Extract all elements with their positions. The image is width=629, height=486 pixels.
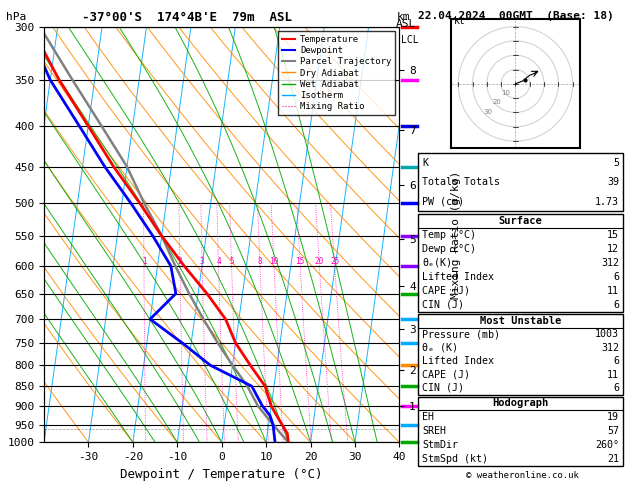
Text: Lifted Index: Lifted Index: [422, 356, 494, 366]
Text: ASL: ASL: [396, 19, 416, 30]
Text: Temp (°C): Temp (°C): [422, 230, 476, 240]
Text: kt: kt: [454, 16, 465, 26]
Text: 19: 19: [607, 412, 619, 422]
Text: 4: 4: [216, 257, 221, 266]
Text: 1.73: 1.73: [595, 197, 619, 207]
Text: 3: 3: [200, 257, 204, 266]
Text: PW (cm): PW (cm): [422, 197, 464, 207]
Text: 25: 25: [330, 257, 339, 266]
Text: 12: 12: [607, 244, 619, 254]
Text: 6: 6: [613, 272, 619, 282]
Text: 312: 312: [601, 343, 619, 353]
Text: 6: 6: [613, 383, 619, 393]
Text: LCL: LCL: [401, 35, 419, 45]
Text: Totals Totals: Totals Totals: [422, 177, 500, 187]
Text: km: km: [396, 12, 409, 22]
Legend: Temperature, Dewpoint, Parcel Trajectory, Dry Adiabat, Wet Adiabat, Isotherm, Mi: Temperature, Dewpoint, Parcel Trajectory…: [278, 31, 395, 115]
Text: 8: 8: [258, 257, 262, 266]
Text: 15: 15: [296, 257, 305, 266]
Text: 10: 10: [502, 90, 511, 96]
Text: 1: 1: [142, 257, 147, 266]
Text: 6: 6: [613, 356, 619, 366]
Text: 11: 11: [607, 369, 619, 380]
Text: -37°00'S  174°4B'E  79m  ASL: -37°00'S 174°4B'E 79m ASL: [82, 11, 292, 24]
Text: 20: 20: [314, 257, 324, 266]
Text: 260°: 260°: [595, 440, 619, 450]
Text: Hodograph: Hodograph: [493, 399, 548, 408]
Text: 5: 5: [613, 158, 619, 168]
Text: CIN (J): CIN (J): [422, 300, 464, 310]
Text: © weatheronline.co.uk: © weatheronline.co.uk: [465, 471, 579, 480]
Text: 21: 21: [607, 454, 619, 464]
Text: 30: 30: [483, 109, 492, 115]
Text: CIN (J): CIN (J): [422, 383, 464, 393]
Text: 2: 2: [177, 257, 182, 266]
Text: Lifted Index: Lifted Index: [422, 272, 494, 282]
Text: StmSpd (kt): StmSpd (kt): [422, 454, 488, 464]
Text: 57: 57: [607, 426, 619, 436]
Text: SREH: SREH: [422, 426, 446, 436]
Text: StmDir: StmDir: [422, 440, 458, 450]
Text: 11: 11: [607, 286, 619, 296]
Text: 15: 15: [607, 230, 619, 240]
Text: 10: 10: [269, 257, 279, 266]
Text: θₑ (K): θₑ (K): [422, 343, 458, 353]
Text: EH: EH: [422, 412, 434, 422]
X-axis label: Dewpoint / Temperature (°C): Dewpoint / Temperature (°C): [121, 468, 323, 481]
Text: Pressure (mb): Pressure (mb): [422, 330, 500, 340]
Y-axis label: Mixing Ratio (g/kg): Mixing Ratio (g/kg): [450, 171, 460, 298]
Text: hPa: hPa: [6, 12, 26, 22]
Text: 39: 39: [607, 177, 619, 187]
Text: 5: 5: [229, 257, 234, 266]
Text: θₑ(K): θₑ(K): [422, 258, 452, 268]
Text: CAPE (J): CAPE (J): [422, 369, 470, 380]
Text: 6: 6: [613, 300, 619, 310]
Text: Surface: Surface: [499, 216, 542, 226]
Text: CAPE (J): CAPE (J): [422, 286, 470, 296]
Text: K: K: [422, 158, 428, 168]
Text: Most Unstable: Most Unstable: [480, 316, 561, 326]
Y-axis label: hPa: hPa: [0, 223, 2, 246]
Text: 312: 312: [601, 258, 619, 268]
Text: 20: 20: [493, 100, 501, 105]
Text: 1003: 1003: [595, 330, 619, 340]
Text: 22.04.2024  00GMT  (Base: 18): 22.04.2024 00GMT (Base: 18): [418, 11, 614, 21]
Text: Dewp (°C): Dewp (°C): [422, 244, 476, 254]
